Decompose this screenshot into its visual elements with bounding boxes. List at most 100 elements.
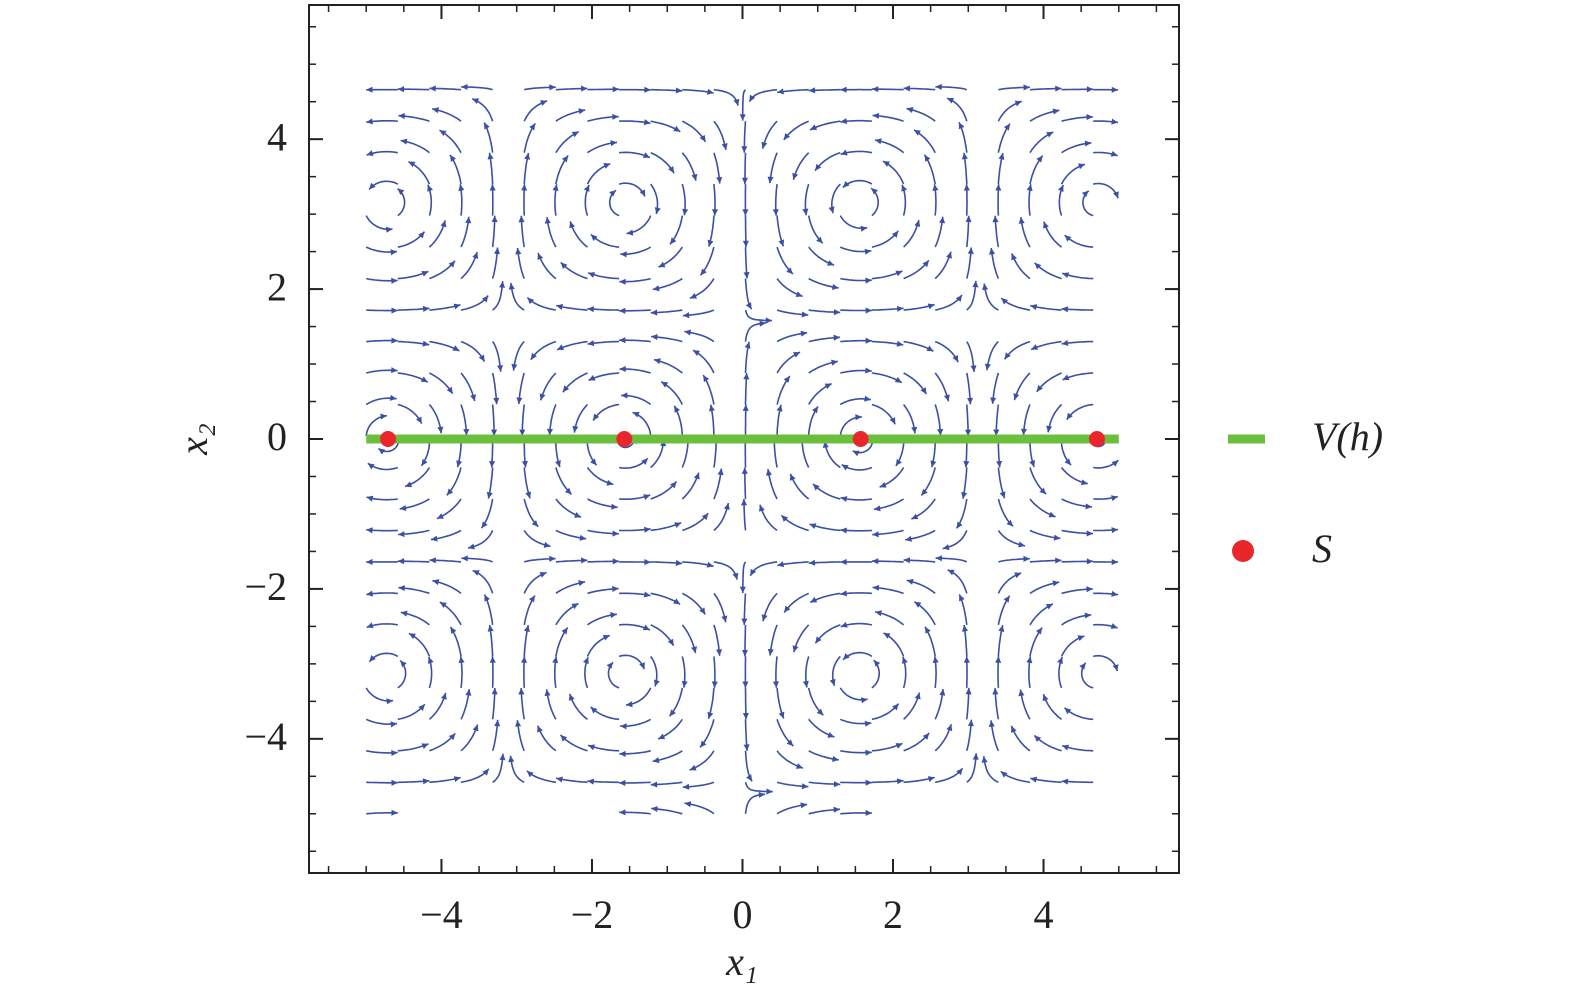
stream-arrow [833, 334, 841, 341]
stream-arrow [924, 154, 931, 162]
stream-arrow [1064, 235, 1072, 242]
stream-arrow [684, 801, 692, 808]
stream-arrow [865, 337, 872, 344]
stream-arrow [988, 720, 995, 727]
stream-arrow [942, 544, 950, 551]
stream-arrow [539, 393, 546, 401]
stream-arrow [523, 625, 530, 632]
stream-arrow [827, 731, 835, 738]
stream-arrow [390, 721, 398, 728]
stream-arrow [391, 779, 398, 786]
stream-arrow [619, 809, 626, 816]
stream-arrow [840, 496, 848, 503]
stream-arrow [871, 86, 879, 93]
stream-arrow [1048, 511, 1056, 518]
stream-arrow [840, 149, 848, 156]
stream-arrow [491, 429, 498, 436]
y-tick-label: 0 [267, 414, 287, 459]
stream-arrow [561, 627, 568, 635]
stream-line [744, 793, 766, 814]
stream-arrow [935, 555, 942, 562]
stream-arrow [489, 184, 496, 191]
stream-arrow [778, 711, 785, 719]
stream-arrow [792, 172, 799, 180]
stream-arrow [1029, 460, 1036, 468]
stream-arrow [421, 271, 429, 277]
stream-arrow [943, 394, 950, 402]
stream-arrow [920, 387, 927, 395]
stream-arrow [1052, 108, 1060, 115]
stream-arrow [587, 778, 594, 785]
stream-arrow [998, 625, 1005, 633]
stream-arrow [472, 570, 480, 576]
stream-arrow [478, 354, 485, 362]
stream-arrow [606, 662, 613, 670]
stream-arrow [1111, 527, 1119, 534]
stream-arrow [588, 272, 596, 278]
stream-arrow [689, 764, 697, 771]
stream-arrow [1110, 623, 1118, 629]
stream-arrow [963, 184, 970, 191]
stream-arrow [652, 285, 660, 292]
stream-arrow [632, 411, 640, 418]
stream-arrow [489, 656, 496, 663]
stream-arrow [675, 87, 683, 94]
stream-arrow [518, 688, 525, 695]
stream-arrow [391, 749, 398, 757]
stream-arrow [436, 513, 444, 519]
stream-line [618, 182, 646, 197]
stream-arrow [682, 208, 689, 216]
stream-line [947, 569, 968, 594]
stream-arrow [399, 505, 407, 512]
stream-arrow [843, 653, 850, 660]
stream-arrow [772, 209, 779, 216]
stream-arrow [758, 791, 766, 798]
stream-arrow [625, 701, 633, 708]
stream-arrow [703, 375, 710, 383]
stream-arrow [581, 557, 588, 564]
stream-arrow [717, 468, 724, 476]
stream-arrow [961, 152, 968, 160]
stream-arrow [808, 559, 816, 566]
stream-arrow [644, 559, 651, 566]
stream-arrow [520, 656, 528, 663]
stream-arrow [1006, 519, 1014, 527]
stream-arrow [742, 712, 749, 720]
stream-arrow [422, 340, 430, 347]
stream-arrow [448, 260, 456, 268]
stream-arrow [612, 530, 619, 537]
stream-arrow [560, 262, 568, 270]
stream-arrow [932, 656, 939, 664]
stream-arrow [439, 602, 447, 609]
stream-arrow [650, 309, 658, 316]
stream-arrow [1081, 190, 1089, 198]
stream-arrow [461, 83, 468, 91]
stream-arrow [1084, 140, 1092, 147]
stream-arrow [427, 656, 434, 664]
stream-arrow [1020, 428, 1027, 436]
stream-arrow [828, 206, 835, 214]
stream-arrow [833, 806, 840, 813]
stream-arrow [956, 768, 963, 776]
stream-arrow [808, 87, 816, 94]
stream-arrow [815, 163, 822, 171]
stream-arrow [1026, 184, 1033, 192]
stream-arrow [810, 124, 818, 130]
stream-arrow [537, 725, 543, 733]
stream-arrow [865, 307, 872, 314]
stream-arrow [590, 234, 598, 241]
stream-arrow [549, 84, 556, 91]
stream-arrow [1066, 412, 1073, 420]
x-tick-label: 2 [883, 892, 903, 937]
stream-arrow [391, 307, 398, 314]
stream-arrow [1077, 635, 1085, 641]
stream-arrow [872, 531, 879, 538]
stream-arrow [873, 660, 881, 667]
stream-arrow [606, 479, 614, 486]
stream-arrow [894, 376, 902, 383]
stream-arrow [896, 305, 904, 312]
stream-arrow [391, 809, 398, 816]
stream-arrow [448, 733, 456, 741]
stream-arrow [721, 615, 728, 623]
stream-arrow [700, 740, 707, 748]
